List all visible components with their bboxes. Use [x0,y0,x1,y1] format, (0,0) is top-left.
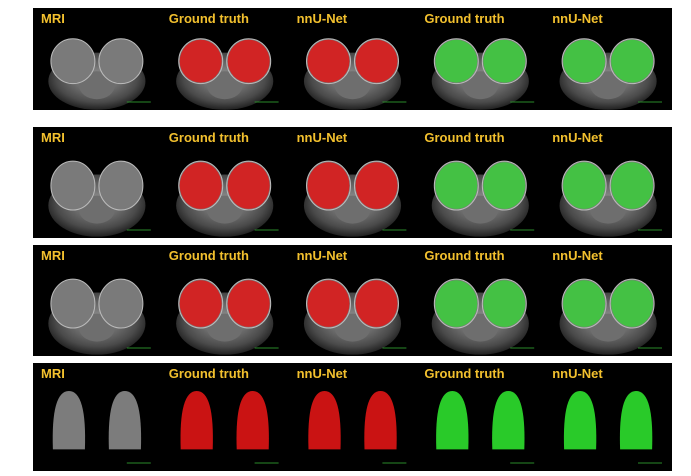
panel-label: MRI [41,11,65,26]
segmentation [611,162,654,209]
image-row: MRI Ground truth nnU-Net Ground truth nnU-Ne… [33,363,672,471]
segmentation [227,39,270,83]
segmentation [563,39,606,83]
segmentation [179,162,222,209]
panel-label: Ground truth [169,130,249,145]
segmentation [483,162,526,209]
segmentation [355,39,398,83]
segmentation [179,280,222,327]
panel-label: nnU-Net [297,130,348,145]
panel-label: nnU-Net [552,130,603,145]
image-panel: Ground truth [169,248,279,355]
panel-label: Ground truth [169,366,249,381]
breast [619,391,653,450]
segmentation [483,39,526,83]
image-panel: nnU-Net [297,130,407,237]
panel-label: Ground truth [424,11,504,26]
panel-label: Ground truth [424,248,504,263]
image-panel: Ground truth [169,366,279,464]
panel-label: Ground truth [424,366,504,381]
image-panel: MRI [41,248,151,355]
segmentation [355,280,398,327]
breast [236,391,269,450]
breast [98,278,144,329]
image-panel: MRI [41,366,151,464]
image-panel: Ground truth [424,130,535,237]
panel-label: MRI [41,366,65,381]
segmentation [227,162,270,209]
image-panel: nnU-Net [297,248,407,355]
breast [50,38,96,85]
segmentation [435,162,478,209]
breast [52,391,86,450]
breast [364,391,397,450]
panel-label: nnU-Net [552,248,603,263]
image-row: MRI Ground truth nnU-Net Ground truth nnU-Ne… [33,127,672,238]
image-panel: Ground truth [424,11,535,110]
image-row: MRI Ground truth nnU-Net Ground truth nnU-Ne… [33,245,672,356]
image-panel: nnU-Net [552,366,662,464]
image-panel: MRI [41,11,151,110]
image-panel: MRI [41,130,151,237]
panel-label: nnU-Net [297,248,348,263]
image-panel: Ground truth [169,11,279,110]
image-panel: Ground truth [424,248,535,355]
breast [50,278,96,329]
panel-label: MRI [41,248,65,263]
breast [308,391,341,450]
segmentation [307,39,350,83]
image-panel: nnU-Net [552,11,662,110]
image-panel: nnU-Net [552,248,662,355]
panel-label: Ground truth [169,248,249,263]
panel-label: nnU-Net [552,11,603,26]
breast [563,391,597,450]
breast [98,38,144,85]
image-panel: Ground truth [169,130,279,237]
image-panel: nnU-Net [552,130,662,237]
panel-label: Ground truth [424,130,504,145]
panel-label: nnU-Net [552,366,603,381]
panel-label: nnU-Net [297,366,348,381]
segmentation [483,280,526,327]
segmentation [435,280,478,327]
segmentation [435,39,478,83]
image-row: MRI Ground truth nnU-Net Ground truth nnU-Ne… [33,8,672,110]
breast [180,391,213,450]
segmentation [227,280,270,327]
segmentation [611,39,654,83]
segmentation [611,280,654,327]
breast [98,160,144,211]
image-panel: nnU-Net [297,366,407,464]
breast [492,391,525,450]
segmentation [563,162,606,209]
image-panel: Ground truth [424,366,535,464]
segmentation [355,162,398,209]
segmentation [307,280,350,327]
segmentation [563,280,606,327]
panel-label: Ground truth [169,11,249,26]
panel-label: MRI [41,130,65,145]
breast [108,391,142,450]
segmentation [307,162,350,209]
panel-label: nnU-Net [297,11,348,26]
segmentation [179,39,222,83]
breast [50,160,96,211]
image-panel: nnU-Net [297,11,407,110]
breast [436,391,469,450]
